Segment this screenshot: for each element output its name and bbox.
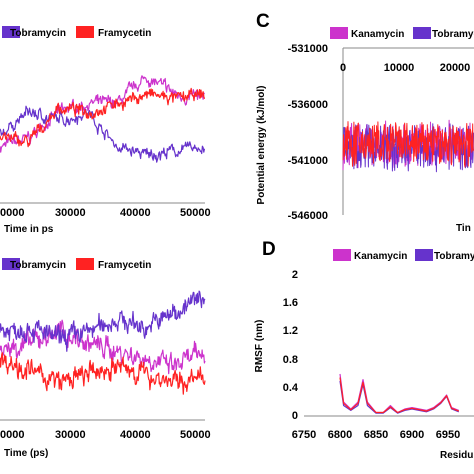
legend-b: Tobramycin Framycetin [2, 258, 151, 271]
plot-area-b [0, 290, 206, 395]
x-ticks-d: 6750 6800 6850 6900 6950 [292, 429, 460, 441]
panel-b: Tobramycin Framycetin 0000 30000 40000 5… [0, 258, 211, 459]
y-tick-d-2: 0.4 [283, 382, 299, 394]
series-d-kanamycin [339, 373, 460, 414]
x-ticks-c: 0 10000 20000 [340, 62, 470, 74]
legend-c-label-1: Kanamycin [351, 29, 404, 40]
legend-c-swatch-1 [330, 27, 348, 39]
legend-d-swatch-2 [415, 249, 433, 261]
x-tick-c-3: 20000 [440, 62, 471, 74]
y-tick-d-4: 1.2 [283, 325, 298, 337]
panel-c: C Kanamycin Tobramycin Potential energy … [256, 11, 474, 234]
series-b-tobramycin [0, 290, 206, 352]
x-axis-title-c: Tin [456, 223, 471, 234]
legend-c-swatch-2 [413, 27, 431, 39]
y-tick-c-1: -531000 [288, 43, 328, 55]
panel-label-d: D [262, 239, 276, 260]
y-ticks-d: 0 0.4 0.8 1.2 1.6 2 [283, 269, 299, 422]
x-tick-b-4: 50000 [180, 429, 211, 441]
legend-d-label-2: Tobramycin [434, 251, 474, 262]
plot-area-a [0, 75, 206, 163]
legend-b-swatch-2 [76, 258, 94, 270]
legend-d: Kanamycin Tobramycin [333, 249, 474, 262]
y-tick-d-1: 0 [292, 410, 298, 422]
series-b-framycetin [0, 352, 206, 395]
y-axis-title-d: RMSF (nm) [254, 320, 265, 373]
legend-a-label-2: Framycetin [98, 28, 151, 39]
x-tick-c-2: 10000 [384, 62, 415, 74]
legend-a-swatch-1 [2, 26, 20, 38]
legend-b-label-2: Framycetin [98, 260, 151, 271]
x-tick-a-4: 50000 [180, 207, 211, 219]
y-tick-d-6: 2 [292, 269, 298, 281]
legend-c: Kanamycin Tobramycin [330, 27, 474, 40]
x-axis-title-d: Residu [440, 450, 473, 461]
panel-a: Tobramycin Framycetin 0000 30000 40000 5… [0, 26, 211, 235]
series-a-kanamycin [0, 75, 205, 153]
legend-d-swatch-1 [333, 249, 351, 261]
legend-a-swatch-2 [76, 26, 94, 38]
x-tick-a-3: 40000 [120, 207, 151, 219]
x-tick-d-5: 6950 [436, 429, 460, 441]
y-tick-d-5: 1.6 [283, 297, 298, 309]
x-tick-a-1: 0000 [0, 207, 24, 219]
x-tick-d-3: 6850 [364, 429, 388, 441]
x-tick-b-3: 40000 [120, 429, 151, 441]
y-tick-c-4: -546000 [288, 210, 328, 222]
series-a-framycetin [0, 87, 206, 148]
panel-d: D Kanamycin Tobramycin RMSF (nm) 0 0.4 0… [254, 239, 474, 461]
x-tick-b-2: 30000 [55, 429, 86, 441]
x-ticks-a: 0000 30000 40000 50000 [0, 207, 211, 219]
series-c-framycetin [342, 121, 474, 168]
series-d-tobramycin [339, 380, 460, 414]
legend-b-swatch-1 [2, 258, 20, 270]
x-tick-c-1: 0 [340, 62, 346, 74]
x-tick-d-4: 6900 [400, 429, 424, 441]
legend-d-label-1: Kanamycin [354, 251, 407, 262]
panel-label-c: C [256, 11, 270, 32]
y-axis-title-c: Potential energy (kJ/mol) [256, 86, 267, 205]
series-d-framycetin [339, 377, 460, 414]
y-axis-title-c-text: Potential energy (kJ/mol) [256, 86, 267, 205]
x-tick-b-1: 0000 [0, 429, 24, 441]
x-axis-title-b: Time (ps) [4, 448, 48, 459]
x-tick-a-2: 30000 [55, 207, 86, 219]
legend-a: Tobramycin Framycetin [2, 26, 151, 39]
y-ticks-c: -531000 -536000 -541000 -546000 [288, 43, 328, 222]
y-tick-c-3: -541000 [288, 155, 328, 167]
x-axis-title-a: Time in ps [4, 224, 54, 235]
plot-area-d [339, 373, 460, 414]
y-axis-title-d-text: RMSF (nm) [254, 320, 265, 373]
x-tick-d-2: 6800 [328, 429, 352, 441]
series-a-tobramycin [0, 105, 206, 163]
x-tick-d-1: 6750 [292, 429, 316, 441]
y-tick-d-3: 0.8 [283, 354, 298, 366]
y-tick-c-2: -536000 [288, 99, 328, 111]
legend-b-label-1: Tobramycin [10, 260, 66, 271]
legend-c-label-2: Tobramycin [432, 29, 474, 40]
x-ticks-b: 0000 30000 40000 50000 [0, 429, 211, 441]
legend-a-label-1: Tobramycin [10, 28, 66, 39]
plot-area-c [342, 119, 474, 173]
